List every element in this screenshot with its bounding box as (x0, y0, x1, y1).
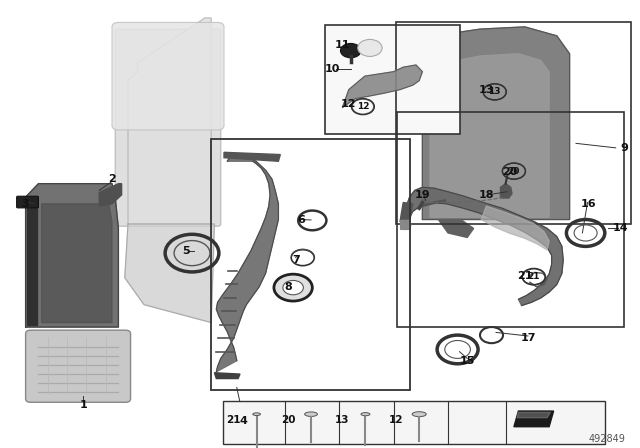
Ellipse shape (361, 413, 370, 416)
Text: 5: 5 (182, 246, 189, 256)
Circle shape (358, 39, 382, 56)
Text: 492849: 492849 (589, 435, 626, 444)
Text: 21: 21 (227, 415, 241, 425)
Polygon shape (400, 202, 413, 222)
Text: 10: 10 (325, 65, 340, 74)
Text: 12: 12 (356, 102, 369, 111)
Text: 6: 6 (297, 215, 305, 224)
Circle shape (340, 43, 361, 58)
Polygon shape (514, 411, 554, 426)
Text: 17: 17 (520, 333, 536, 343)
Ellipse shape (412, 412, 426, 417)
Bar (397, 112, 624, 327)
FancyBboxPatch shape (115, 29, 221, 226)
Ellipse shape (305, 412, 317, 417)
Ellipse shape (253, 413, 260, 416)
FancyBboxPatch shape (17, 196, 38, 208)
Text: 13: 13 (335, 415, 349, 425)
Polygon shape (216, 155, 278, 372)
Polygon shape (342, 65, 422, 108)
Text: 21: 21 (517, 271, 532, 280)
Polygon shape (401, 220, 411, 229)
Polygon shape (214, 373, 240, 379)
Text: 15: 15 (460, 356, 475, 366)
Bar (211, 139, 410, 390)
Text: 20: 20 (281, 415, 295, 425)
Polygon shape (430, 54, 549, 217)
Circle shape (274, 274, 312, 301)
Polygon shape (26, 184, 118, 327)
Text: 4: 4 (239, 416, 247, 426)
Polygon shape (406, 187, 563, 306)
Text: 11: 11 (335, 40, 350, 50)
Bar (396, 22, 631, 224)
Text: 12: 12 (341, 99, 356, 109)
Text: 16: 16 (581, 199, 596, 209)
Polygon shape (517, 412, 550, 418)
Polygon shape (481, 206, 549, 250)
Text: 9: 9 (620, 143, 628, 153)
Text: 13: 13 (488, 87, 501, 96)
Bar (223, 401, 605, 444)
FancyBboxPatch shape (112, 22, 224, 130)
Polygon shape (99, 184, 122, 206)
Text: 7: 7 (292, 255, 300, 265)
FancyBboxPatch shape (26, 330, 131, 402)
Text: 3: 3 (22, 199, 29, 209)
Bar (325, 25, 460, 134)
Text: 20: 20 (502, 168, 517, 177)
Text: 21: 21 (527, 272, 540, 281)
Text: 18: 18 (479, 190, 494, 200)
Polygon shape (224, 152, 280, 161)
Text: 12: 12 (389, 415, 403, 425)
Text: 20: 20 (508, 167, 520, 176)
Polygon shape (422, 27, 570, 220)
Text: 8: 8 (284, 282, 292, 292)
Polygon shape (125, 224, 214, 323)
Text: 13: 13 (479, 85, 494, 95)
Text: 19: 19 (415, 190, 430, 200)
Polygon shape (27, 202, 37, 325)
Text: 1: 1 (79, 401, 87, 410)
Polygon shape (128, 18, 211, 224)
Circle shape (283, 280, 303, 295)
Polygon shape (438, 220, 474, 237)
Polygon shape (42, 204, 112, 323)
Polygon shape (500, 184, 512, 198)
Text: 14: 14 (613, 224, 628, 233)
Text: 2: 2 (108, 174, 116, 184)
